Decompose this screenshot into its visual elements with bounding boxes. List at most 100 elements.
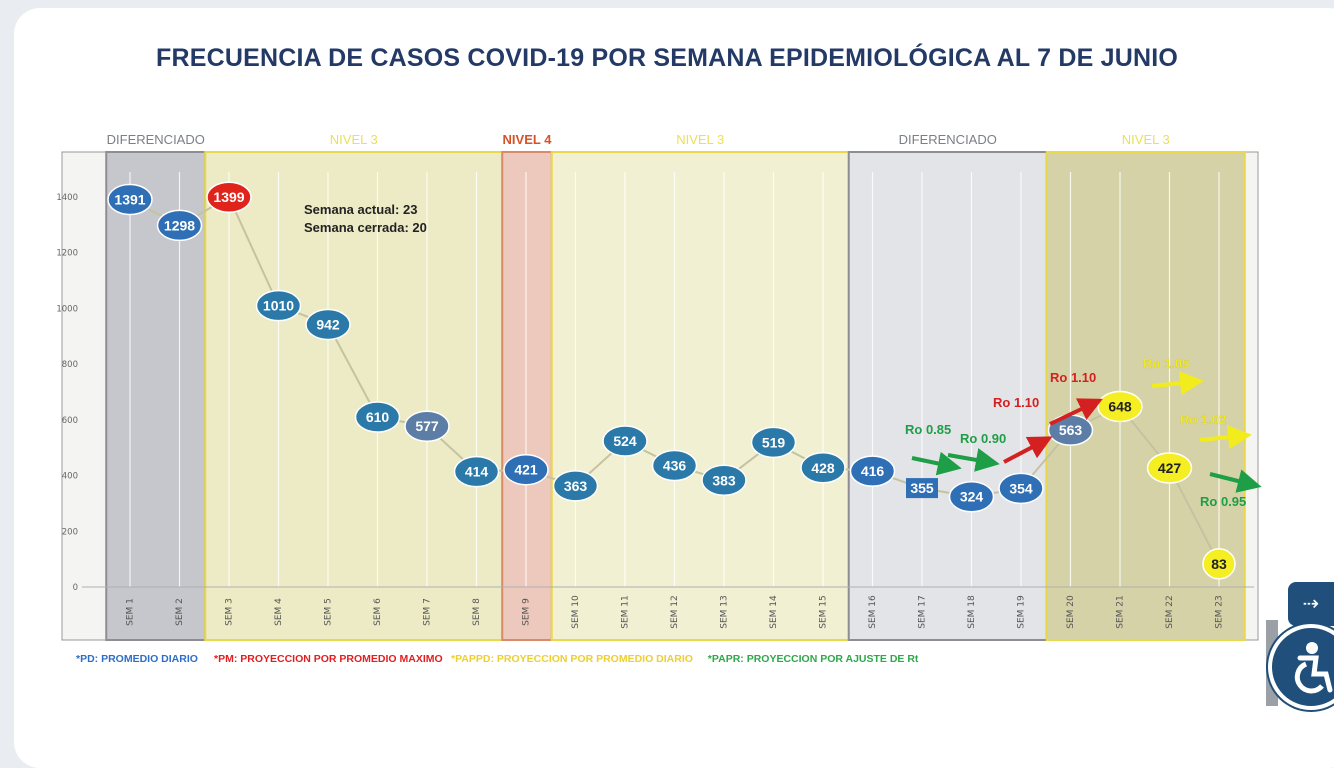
- x-tick-label: SEM 10: [571, 595, 581, 629]
- data-label: 1399: [213, 189, 244, 205]
- y-tick-label: 800: [62, 360, 78, 370]
- x-tick-label: SEM 13: [720, 595, 730, 628]
- annotation-text: Semana cerrada: 20: [304, 220, 427, 235]
- data-point: [602, 425, 648, 457]
- period-band: [501, 151, 553, 641]
- x-tick-label: SEM 12: [670, 595, 680, 628]
- data-point: [1146, 452, 1193, 484]
- x-tick-label: SEM 15: [819, 595, 829, 628]
- period-label: NIVEL 3: [676, 132, 724, 147]
- x-tick-label: SEM 20: [1066, 595, 1076, 629]
- data-point: [354, 401, 401, 433]
- x-tick-label: SEM 6: [373, 598, 383, 626]
- x-tick-label: SEM 23: [1215, 595, 1225, 628]
- data-point: [651, 449, 698, 482]
- data-label: 610: [366, 409, 390, 425]
- ro-label: Ro 1.05: [1143, 356, 1189, 371]
- data-label: 355: [910, 480, 934, 496]
- data-label: 383: [712, 472, 736, 488]
- ro-label: Ro 0.95: [1200, 494, 1246, 509]
- period-band: [847, 151, 1048, 641]
- legend-item: *PD: PROMEDIO DIARIO: [76, 653, 198, 665]
- chart-svg: DIFERENCIADO NIVEL 3 NIVEL 4 NIVEL 3 DIFEREN…: [56, 132, 1262, 665]
- data-label: 519: [762, 434, 786, 450]
- period-band: [550, 151, 850, 641]
- ro-label: Ro 0.85: [905, 422, 951, 437]
- data-point: [404, 410, 450, 442]
- ro-label: Ro 1.02: [1180, 412, 1226, 427]
- y-tick-label: 600: [62, 416, 78, 426]
- x-tick-label: SEM 1: [126, 598, 136, 626]
- ro-label: Ro 1.10: [993, 395, 1039, 410]
- data-label: 324: [960, 489, 984, 505]
- x-tick-label: SEM 5: [324, 598, 334, 626]
- data-label: 416: [861, 463, 885, 479]
- x-tick-label: SEM 11: [621, 595, 631, 628]
- data-label: 83: [1211, 556, 1227, 572]
- x-tick-label: SEM 3: [225, 598, 235, 626]
- legend-item: *PAPPD: PROYECCION POR PROMEDIO DIARIO: [451, 653, 693, 665]
- x-tick-label: SEM 18: [967, 595, 977, 629]
- data-point: [107, 183, 153, 216]
- data-label: 942: [316, 317, 340, 333]
- ro-arrow: [1003, 436, 1053, 464]
- data-point: [503, 453, 549, 486]
- data-point: [906, 478, 938, 499]
- x-tick-label: SEM 9: [522, 598, 532, 626]
- x-tick-label: SEM 14: [769, 595, 779, 629]
- data-label: 428: [811, 460, 835, 476]
- y-tick-label: 0: [73, 583, 78, 593]
- data-point: [1202, 548, 1236, 580]
- data-label: 577: [415, 418, 439, 434]
- data-label: 1010: [263, 298, 294, 314]
- period-label: NIVEL 4: [503, 132, 553, 147]
- x-tick-label: SEM 7: [423, 598, 433, 626]
- ro-arrow: [1049, 398, 1103, 426]
- ro-arrow: [947, 448, 1000, 472]
- data-point: [800, 452, 846, 484]
- data-point: [849, 455, 896, 487]
- chart-title: FRECUENCIA DE CASOS COVID-19 POR SEMANA …: [155, 44, 1179, 72]
- data-label: 563: [1059, 422, 1083, 438]
- expand-arrow-icon[interactable]: ⇢: [1288, 582, 1334, 626]
- x-tick-label: SEM 21: [1116, 595, 1126, 628]
- ro-arrow: [1199, 425, 1252, 450]
- y-tick-label: 1000: [56, 304, 78, 314]
- ro-label: Ro 1.10: [1050, 370, 1096, 385]
- data-label: 427: [1158, 460, 1182, 476]
- data-label: 648: [1108, 398, 1132, 414]
- x-tick-label: SEM 17: [918, 595, 928, 628]
- data-point: [750, 426, 797, 459]
- legend-item: *PM: PROYECCION POR PROMEDIO MAXIMO: [214, 653, 443, 665]
- data-label: 1298: [164, 217, 195, 233]
- data-point: [948, 480, 995, 513]
- data-label: 436: [663, 458, 687, 474]
- accessibility-icon[interactable]: [1268, 624, 1334, 710]
- y-tick-label: 400: [62, 472, 78, 482]
- period-label: DIFERENCIADO: [107, 132, 205, 147]
- y-tick-label: 1400: [56, 193, 78, 203]
- period-label: DIFERENCIADO: [899, 132, 997, 147]
- period-label: NIVEL 3: [1122, 132, 1170, 147]
- data-point: [552, 470, 599, 502]
- data-label: 354: [1009, 480, 1033, 496]
- accessibility-widget[interactable]: ⇢: [1266, 582, 1334, 712]
- data-label: 1391: [114, 191, 145, 207]
- ro-arrow: [911, 451, 962, 476]
- ro-label: Ro 0.90: [960, 431, 1006, 446]
- data-label: 524: [613, 433, 637, 449]
- period-band: [204, 151, 504, 641]
- data-point: [998, 472, 1044, 505]
- x-tick-label: SEM 4: [274, 598, 284, 626]
- data-point: [206, 181, 252, 213]
- data-point: [156, 209, 203, 242]
- ro-arrow: [1151, 371, 1204, 396]
- annotation-text: Semana actual: 23: [304, 202, 417, 217]
- x-tick-label: SEM 16: [868, 595, 878, 629]
- y-tick-label: 1200: [56, 249, 78, 259]
- ro-arrow: [1209, 469, 1262, 493]
- data-point: [305, 308, 351, 341]
- x-tick-label: SEM 19: [1017, 595, 1027, 629]
- x-tick-label: SEM 2: [175, 598, 185, 626]
- x-tick-label: SEM 8: [472, 598, 482, 626]
